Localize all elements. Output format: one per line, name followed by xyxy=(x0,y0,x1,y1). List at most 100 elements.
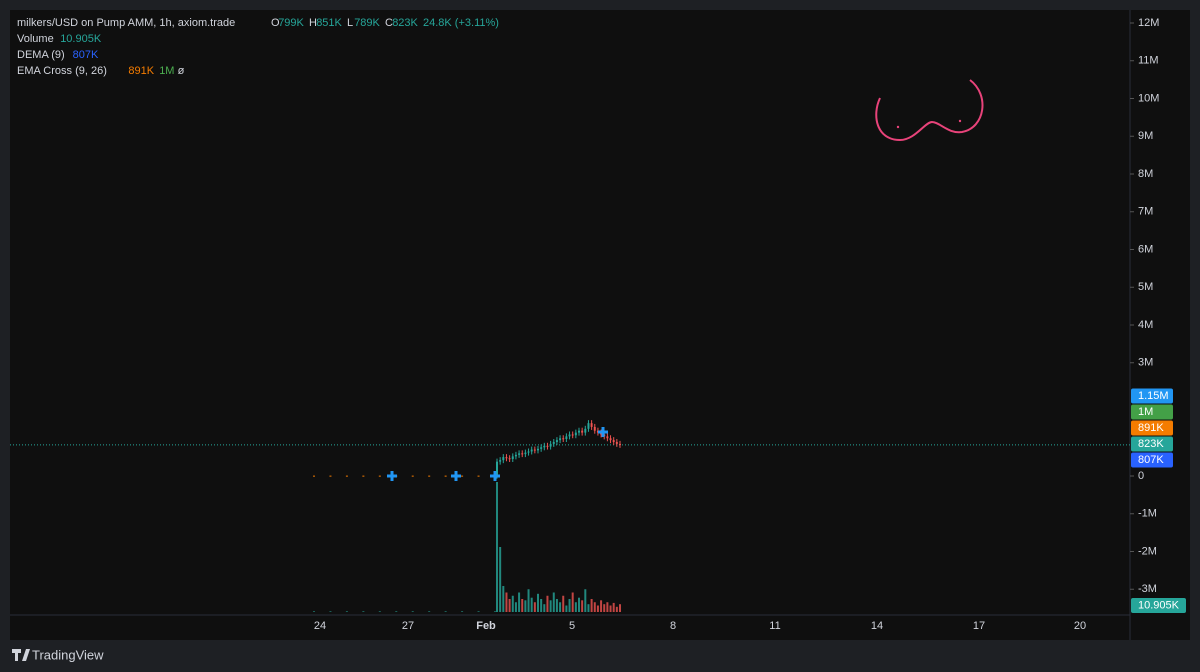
volume-bar xyxy=(571,592,574,612)
volume-bar xyxy=(527,589,530,612)
legend-text: ø xyxy=(178,65,185,77)
candle xyxy=(345,475,348,477)
candle xyxy=(378,475,381,477)
price-tag-label: 1.15M xyxy=(1138,390,1169,402)
signal-marker xyxy=(451,471,461,481)
volume-bar xyxy=(603,604,606,612)
legend-text: 891K xyxy=(128,65,154,77)
x-tick-label: 11 xyxy=(769,620,780,632)
candle xyxy=(549,443,552,447)
candle xyxy=(527,451,530,453)
drawing xyxy=(958,119,962,123)
volume-bar xyxy=(502,586,505,612)
candle xyxy=(587,423,590,429)
price-tag xyxy=(1131,404,1173,420)
volume-bar xyxy=(505,592,508,612)
legend-text: milkers/USD on Pump AMM, 1h, axiom.trade xyxy=(17,17,235,29)
volume-bar xyxy=(428,611,431,612)
y-tick-label: 3M xyxy=(1138,357,1153,369)
candle xyxy=(329,475,332,477)
candle xyxy=(530,449,533,452)
candle xyxy=(499,460,502,462)
volume-bar xyxy=(587,604,590,612)
x-tick-label: 24 xyxy=(314,620,326,632)
volume-tag-label: 10.905K xyxy=(1138,599,1180,611)
candle xyxy=(514,454,517,457)
volume-bar xyxy=(612,602,615,612)
candle xyxy=(543,445,546,448)
candle xyxy=(518,453,521,455)
volume-bar xyxy=(562,595,565,612)
legend-text: L xyxy=(347,17,353,29)
legend-text: 24.8K (+3.11%) xyxy=(423,17,499,29)
volume-bar xyxy=(511,595,514,612)
volume-bar xyxy=(593,602,596,612)
y-tick-label: -1M xyxy=(1138,508,1157,520)
signal-marker xyxy=(387,471,397,481)
y-tick-label: 4M xyxy=(1138,319,1153,331)
candle xyxy=(609,438,612,441)
volume-bar xyxy=(378,611,381,612)
candle xyxy=(533,449,536,451)
volume-bar xyxy=(555,599,558,612)
legend-text: DEMA (9) xyxy=(17,49,65,61)
candle xyxy=(581,430,584,433)
volume-bar xyxy=(521,599,524,612)
volume-bar xyxy=(494,611,496,612)
volume-bar xyxy=(461,611,464,612)
legend-text: C xyxy=(385,17,393,29)
candle xyxy=(590,423,593,427)
candle xyxy=(505,457,508,459)
volume-tag xyxy=(1131,598,1186,613)
x-tick-label: 8 xyxy=(670,620,676,632)
candle xyxy=(362,475,365,477)
signal-marker xyxy=(490,471,500,481)
y-tick-label: 8M xyxy=(1138,168,1153,180)
x-tick-label: 5 xyxy=(569,620,575,632)
price-tag xyxy=(1131,436,1173,452)
candle xyxy=(562,438,565,440)
y-tick-label: 10M xyxy=(1138,92,1159,104)
volume-bar xyxy=(609,605,612,612)
candle xyxy=(540,447,543,449)
brand-name: TradingView xyxy=(32,647,104,662)
volume-bar xyxy=(540,599,543,612)
legend-text: 851K xyxy=(316,17,342,29)
volume-bar xyxy=(395,611,398,612)
candle xyxy=(444,475,447,477)
y-tick-label: -3M xyxy=(1138,583,1157,595)
legend-text: H xyxy=(309,17,317,29)
legend-text: 807K xyxy=(73,49,99,61)
volume-bar xyxy=(559,602,562,612)
legend-text: EMA Cross (9, 26) xyxy=(17,65,107,77)
volume-bar xyxy=(533,602,536,612)
candle xyxy=(606,436,609,439)
volume-bar xyxy=(411,611,414,612)
candle xyxy=(411,475,414,477)
price-tag-label: 823K xyxy=(1138,438,1164,450)
volume-bar xyxy=(345,611,348,612)
chart-pane xyxy=(10,10,1190,640)
candle xyxy=(524,452,527,455)
price-tag xyxy=(1131,388,1173,404)
legend-text: 823K xyxy=(392,17,418,29)
candle xyxy=(593,426,596,431)
price-tag xyxy=(1131,452,1173,468)
price-tag-label: 1M xyxy=(1138,406,1153,418)
drawing xyxy=(896,125,900,129)
x-tick-label: 20 xyxy=(1074,620,1086,632)
x-tick-label: Feb xyxy=(476,620,496,632)
candle xyxy=(619,443,621,445)
candle xyxy=(574,432,577,436)
volume-bar xyxy=(549,600,552,612)
volume-bar xyxy=(574,602,577,612)
y-tick-label: 9M xyxy=(1138,130,1153,142)
volume-bar xyxy=(537,593,539,612)
candle xyxy=(571,434,574,436)
volume-bar xyxy=(581,600,584,612)
volume-bar xyxy=(606,602,609,612)
y-tick-label: 6M xyxy=(1138,243,1153,255)
candle xyxy=(477,475,480,477)
volume-bar xyxy=(496,482,498,612)
